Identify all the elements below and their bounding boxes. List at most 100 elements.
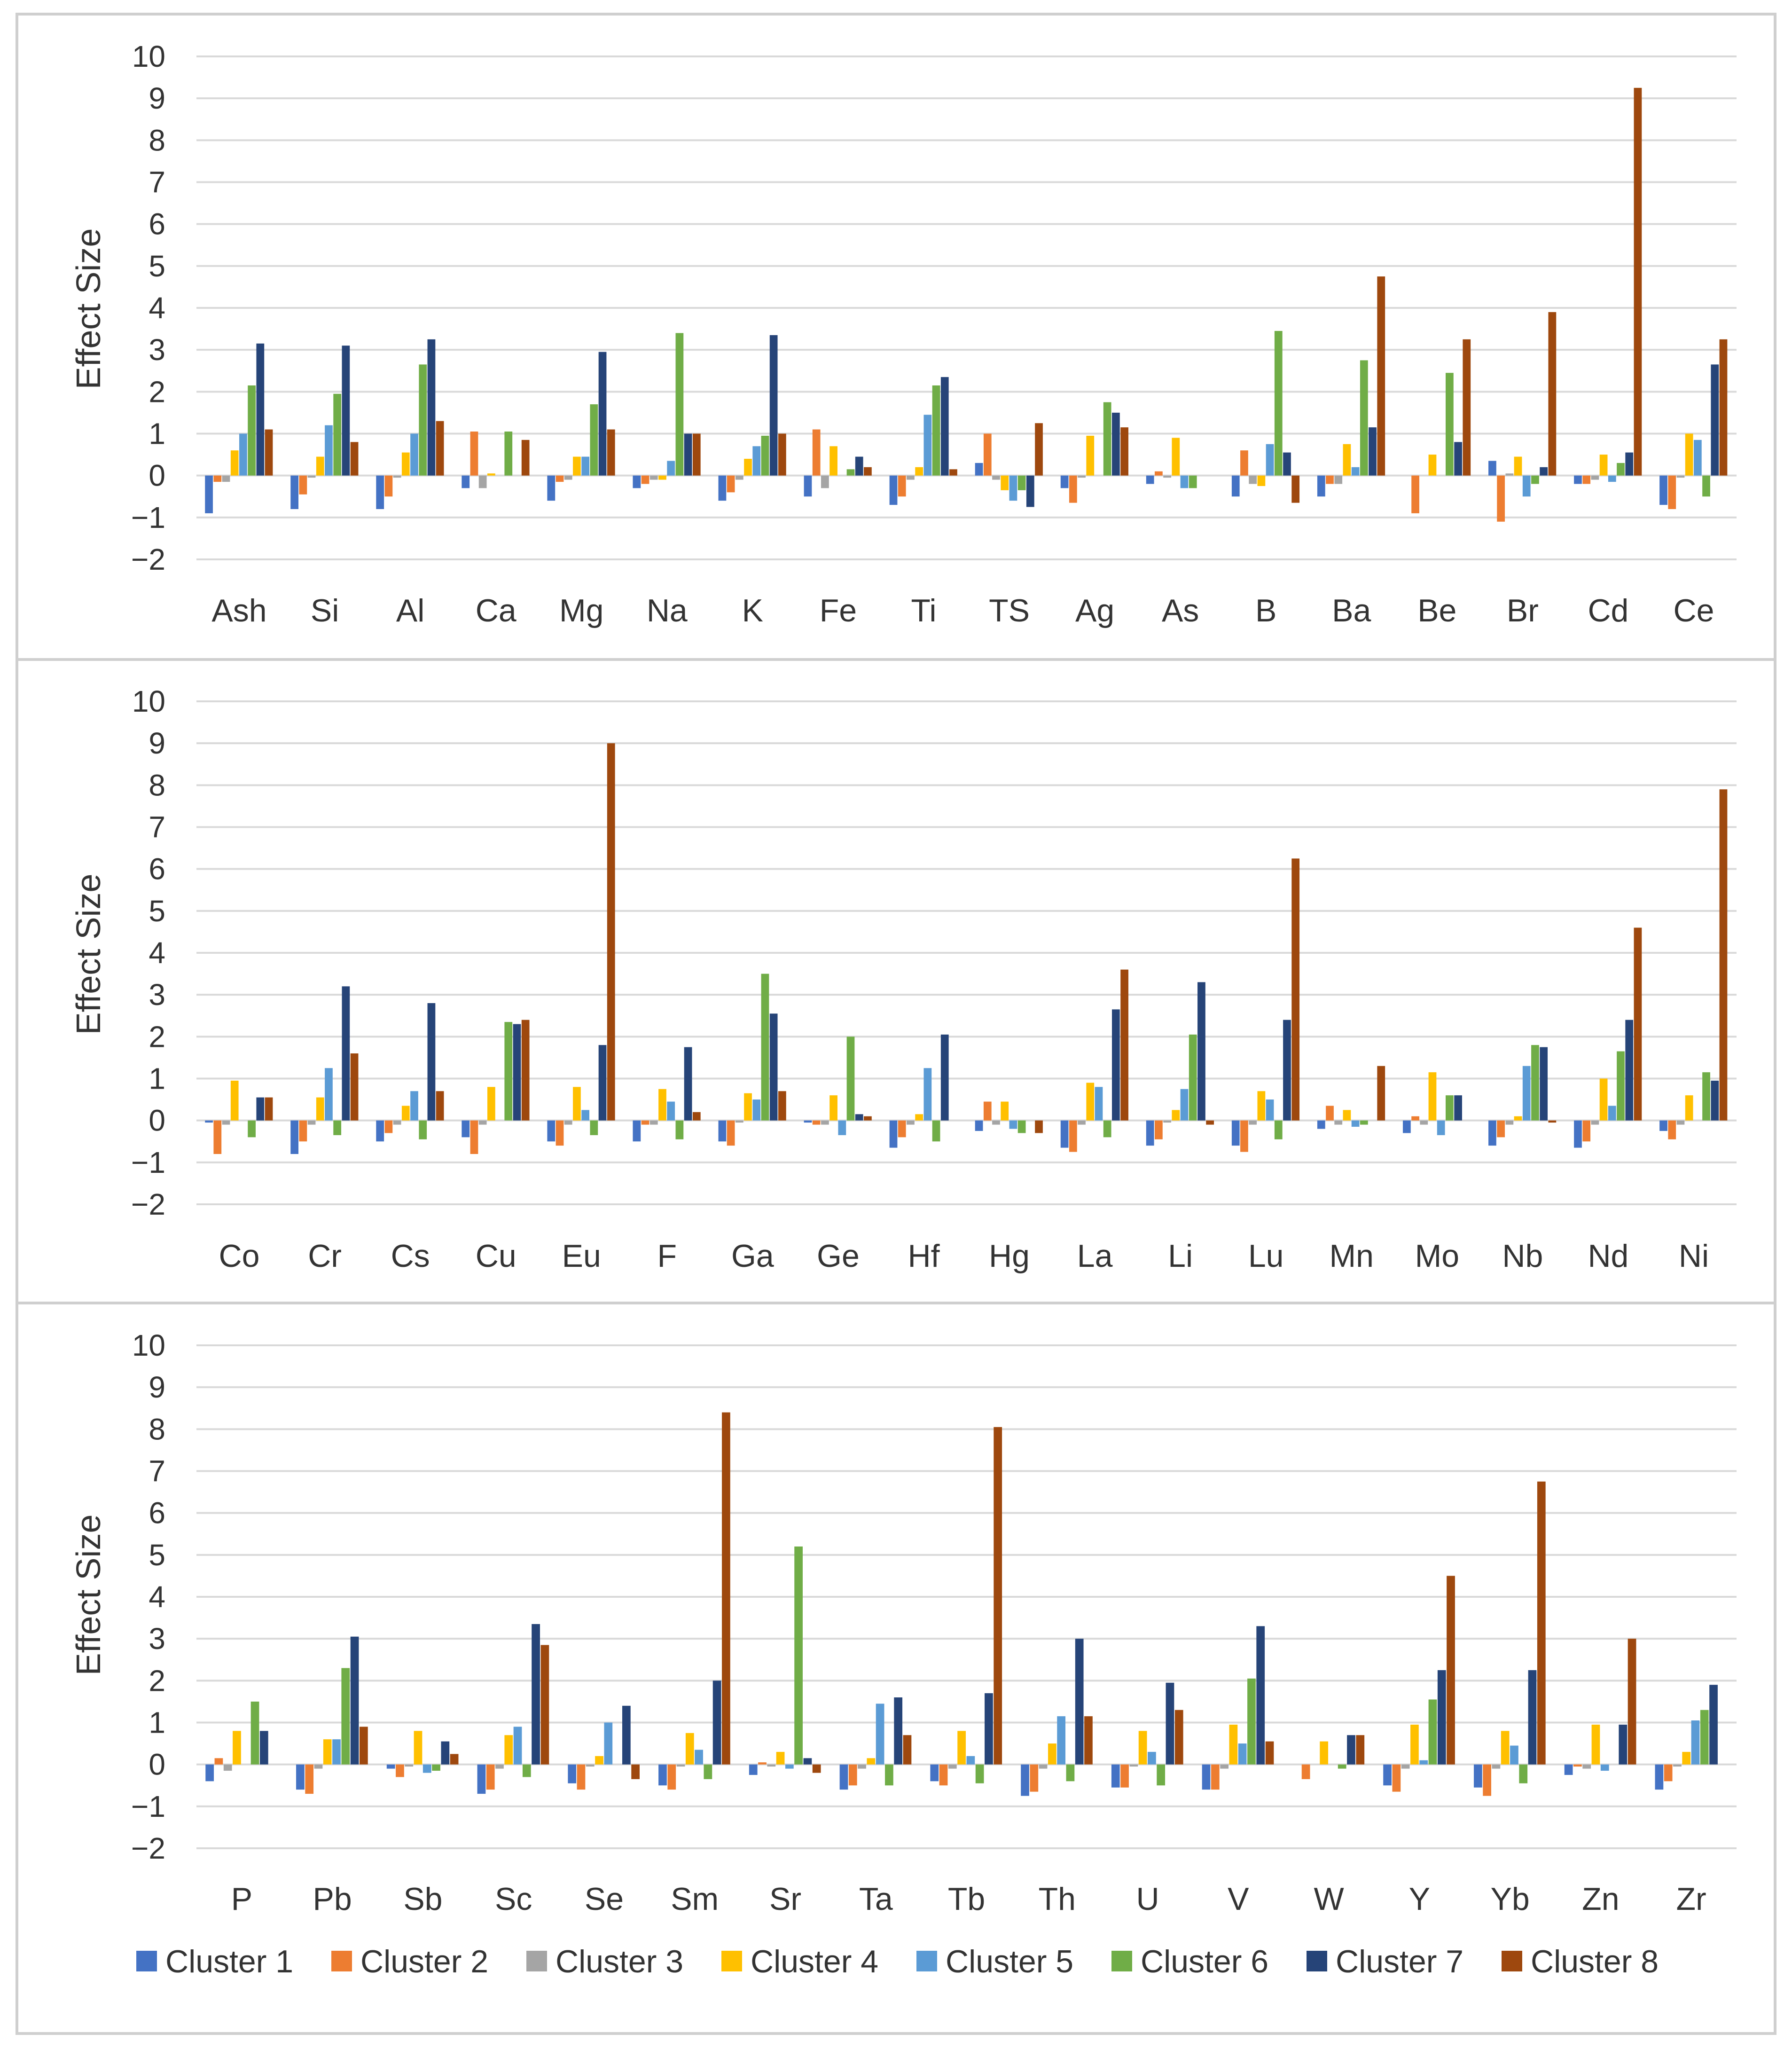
bar-se-cluster-2: [577, 1764, 586, 1790]
bar-ge-cluster-6: [846, 1036, 855, 1121]
bar-br-cluster-7: [1540, 467, 1548, 476]
bar-y-cluster-2: [1392, 1764, 1401, 1792]
bar-mo-cluster-1: [1402, 1120, 1411, 1133]
bar-hf-cluster-6: [932, 1120, 940, 1142]
bar-zr-cluster-4: [1682, 1751, 1691, 1765]
bar-ni-cluster-7: [1711, 1080, 1719, 1121]
bar-p-cluster-1: [205, 1764, 214, 1782]
bar-v-cluster-6: [1247, 1678, 1256, 1765]
bar-al-cluster-1: [376, 475, 384, 509]
bar-nb-cluster-7: [1540, 1047, 1548, 1121]
y-tick-label: 10: [132, 39, 165, 73]
x-tick-label: F: [657, 1238, 677, 1274]
bar-hf-cluster-3: [907, 1120, 915, 1125]
bar-sc-cluster-3: [495, 1764, 504, 1769]
bar-al-cluster-4: [401, 452, 410, 476]
bar-as-cluster-3: [1163, 475, 1171, 478]
bar-la-cluster-6: [1103, 1120, 1111, 1138]
x-tick-label: Ba: [1332, 593, 1371, 628]
bar-k-cluster-5: [752, 446, 761, 476]
bar-sb-cluster-2: [396, 1764, 404, 1777]
bar-tb-cluster-7: [985, 1693, 993, 1765]
bar-cr-cluster-8: [350, 1053, 359, 1121]
bar-pb-cluster-2: [305, 1764, 314, 1794]
panel-3-bars: [205, 1412, 1718, 1796]
bar-eu-cluster-1: [547, 1120, 556, 1142]
legend-swatch-cluster-2: [331, 1951, 352, 1971]
bar-sr-cluster-4: [776, 1751, 785, 1765]
bar-al-cluster-2: [384, 475, 393, 497]
bar-mg-cluster-5: [581, 456, 589, 476]
bar-mn-cluster-2: [1326, 1106, 1334, 1121]
bar-zr-cluster-5: [1691, 1720, 1700, 1765]
bar-sc-cluster-4: [504, 1735, 513, 1765]
bar-mn-cluster-4: [1343, 1110, 1351, 1121]
y-tick-label: 10: [132, 1328, 165, 1362]
bar-pb-cluster-1: [296, 1764, 305, 1790]
bar-sb-cluster-8: [450, 1754, 459, 1765]
x-tick-label: Ni: [1679, 1238, 1709, 1274]
bar-cr-cluster-3: [307, 1120, 316, 1125]
bar-la-cluster-7: [1111, 1009, 1120, 1121]
x-tick-label: Eu: [562, 1238, 601, 1274]
bar-cr-cluster-5: [325, 1068, 333, 1121]
bar-sm-cluster-5: [695, 1750, 703, 1765]
y-tick-label: −2: [131, 1187, 165, 1221]
bar-cs-cluster-8: [436, 1091, 444, 1121]
panel-1-x-axis: Ash Si Al Ca Mg Na K Fe Ti TS Ag As B Ba Be Br Cd Ce: [211, 593, 1714, 628]
bar-hf-cluster-4: [915, 1114, 923, 1121]
bar-cd-cluster-3: [1591, 475, 1599, 480]
bar-nd-cluster-8: [1634, 927, 1642, 1121]
bar-ts-cluster-3: [992, 475, 1000, 480]
y-tick-label: −1: [131, 1790, 165, 1823]
bar-w-cluster-8: [1356, 1735, 1365, 1765]
x-tick-label: Cr: [308, 1238, 342, 1274]
bar-sb-cluster-1: [386, 1764, 395, 1769]
bar-fe-cluster-7: [855, 456, 863, 476]
bar-ce-cluster-8: [1719, 339, 1728, 476]
bar-sc-cluster-7: [532, 1624, 540, 1765]
x-tick-label: Na: [647, 593, 688, 628]
x-tick-label: Nb: [1502, 1238, 1543, 1274]
bar-lu-cluster-7: [1283, 1020, 1291, 1121]
bar-cr-cluster-4: [316, 1097, 324, 1121]
bar-w-cluster-7: [1347, 1735, 1355, 1765]
chart-legend: Cluster 1 Cluster 2 Cluster 3 Cluster 4 Clus…: [136, 1944, 1659, 1979]
bar-na-cluster-1: [633, 475, 641, 488]
bar-cs-cluster-1: [376, 1120, 384, 1142]
bar-b-cluster-8: [1291, 475, 1300, 503]
x-tick-label: W: [1314, 1881, 1344, 1917]
bar-br-cluster-1: [1488, 461, 1496, 476]
bar-sb-cluster-7: [441, 1741, 450, 1765]
bar-f-cluster-1: [633, 1120, 641, 1142]
bar-ni-cluster-1: [1659, 1120, 1667, 1131]
bar-li-cluster-6: [1189, 1034, 1197, 1121]
bar-ba-cluster-3: [1334, 475, 1343, 484]
bar-la-cluster-8: [1120, 969, 1128, 1121]
bar-yb-cluster-1: [1473, 1764, 1482, 1788]
bar-b-cluster-2: [1240, 450, 1248, 476]
bar-ts-cluster-7: [1026, 475, 1034, 507]
y-tick-label: 8: [149, 1412, 165, 1446]
x-tick-label: Sc: [495, 1881, 532, 1917]
bar-nd-cluster-6: [1617, 1051, 1625, 1121]
bar-hf-cluster-5: [923, 1068, 932, 1121]
bar-eu-cluster-8: [607, 743, 615, 1121]
bar-ga-cluster-6: [761, 973, 769, 1121]
x-tick-label: Ga: [731, 1238, 774, 1274]
bar-b-cluster-6: [1274, 331, 1283, 476]
bar-ba-cluster-6: [1360, 360, 1368, 476]
bar-cd-cluster-4: [1599, 455, 1608, 476]
bar-v-cluster-2: [1211, 1764, 1220, 1790]
legend-swatch-cluster-7: [1307, 1951, 1327, 1971]
bar-sb-cluster-3: [405, 1764, 414, 1767]
x-tick-label: Ta: [859, 1881, 893, 1917]
bar-pb-cluster-6: [341, 1668, 350, 1765]
y-tick-label: 9: [149, 81, 165, 115]
bar-p-cluster-3: [223, 1764, 232, 1771]
bar-tb-cluster-1: [930, 1764, 939, 1782]
bar-ge-cluster-5: [838, 1120, 846, 1135]
y-tick-label: 7: [149, 1454, 165, 1488]
bar-th-cluster-3: [1039, 1764, 1048, 1769]
bar-zn-cluster-8: [1628, 1639, 1636, 1765]
